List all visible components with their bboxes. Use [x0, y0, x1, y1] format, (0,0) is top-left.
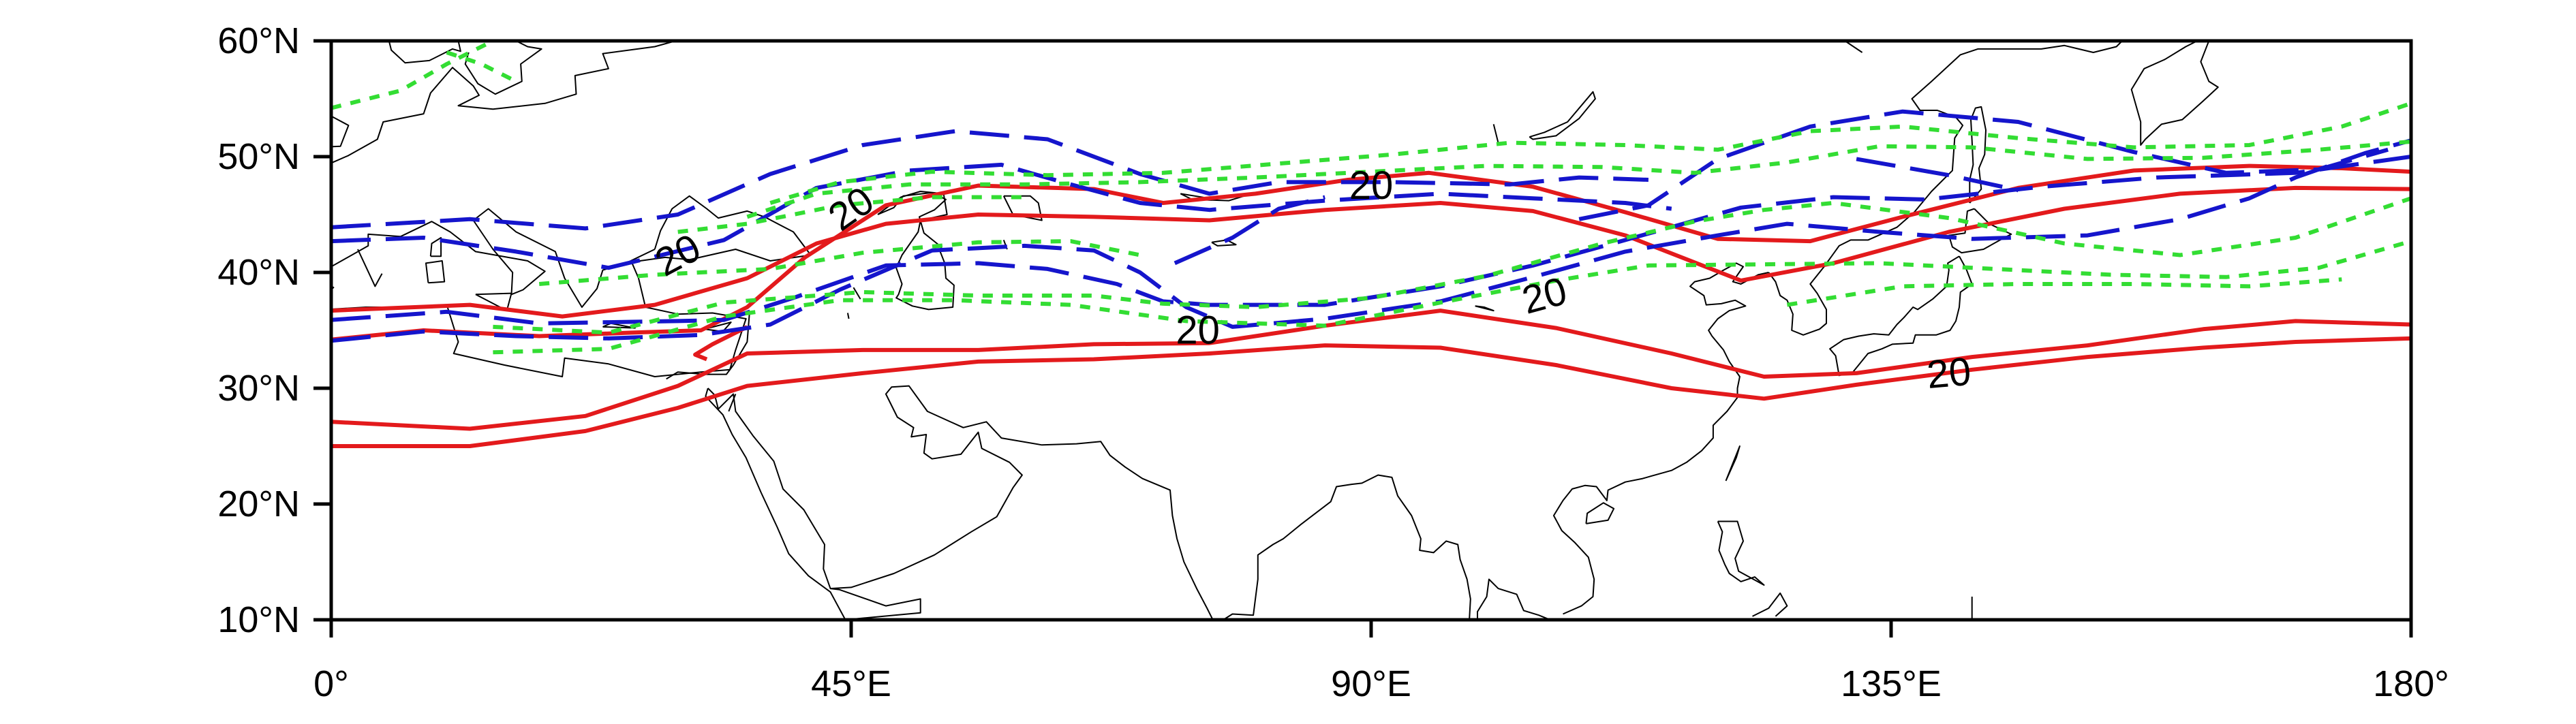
lake-outline — [846, 313, 850, 319]
coastline — [1844, 41, 1863, 53]
coastline — [666, 312, 750, 380]
contour-layer — [331, 41, 2411, 448]
contour-line-short-dash — [538, 239, 1141, 286]
lake-outline — [853, 287, 861, 300]
lake-outline — [1475, 305, 1494, 312]
contour-line-solid — [331, 309, 2411, 431]
lake-outline — [1002, 195, 1043, 221]
coastline — [464, 41, 542, 95]
y-tick-label: 40°N — [217, 252, 300, 293]
coastline — [388, 41, 461, 64]
contour-line-short-dash — [1786, 277, 2342, 307]
contour-line-long-dash — [331, 138, 2411, 343]
axis-layer: 0° 45°E 90°E 135°E 180° 60°N 50°N 40°N 30°N 20°N 1… — [217, 20, 2449, 704]
coastline — [1223, 474, 1471, 620]
coastline — [429, 237, 442, 257]
coastline — [1969, 106, 1987, 204]
contour-line-short-dash — [769, 101, 2411, 205]
coastline — [1725, 445, 1741, 482]
contour-line-solid — [331, 336, 2411, 448]
contour-line-long-dash — [331, 162, 1672, 270]
lake-outline — [1529, 91, 1596, 140]
contour-line-long-dash — [1856, 157, 2019, 193]
coastline — [1829, 255, 1973, 377]
contour-line-short-dash — [493, 239, 2411, 355]
contour-line-short-dash — [677, 195, 1025, 234]
contour-label: 20 — [1925, 349, 1973, 397]
coastline — [1585, 502, 1615, 524]
y-tick-label: 50°N — [217, 136, 300, 177]
y-tick-label: 10°N — [217, 599, 300, 640]
coastline — [1255, 619, 1257, 620]
contour-label: 20 — [1176, 309, 1220, 353]
lake-outline — [1211, 239, 1237, 247]
lake-outline — [1492, 124, 1499, 143]
contour-line-solid — [331, 185, 2411, 319]
contour-line-solid — [693, 325, 748, 362]
coastline — [602, 322, 636, 329]
contour-line-short-dash — [746, 139, 2411, 219]
coastline — [331, 208, 656, 308]
contour-line-short-dash — [446, 50, 517, 84]
x-tick-label: 45°E — [811, 663, 891, 704]
coastline — [728, 394, 737, 412]
coastline — [331, 41, 676, 164]
coastline — [704, 321, 732, 332]
contour-line-solid — [331, 163, 2411, 342]
coastline — [1717, 520, 1765, 586]
coastline — [331, 114, 350, 148]
coastline — [830, 385, 1214, 620]
contour-line-long-dash — [1578, 109, 2389, 221]
contour-line-long-dash — [331, 129, 1649, 231]
y-tick-label: 60°N — [217, 20, 300, 61]
x-tick-label: 135°E — [1841, 663, 1942, 704]
coastline — [1477, 578, 1551, 620]
contour-label: 20 — [1349, 163, 1394, 208]
coastline — [2130, 41, 2219, 146]
coastline — [425, 260, 446, 284]
coastline — [357, 249, 383, 287]
coastline-layer — [331, 41, 2301, 620]
coastline — [1768, 41, 2123, 336]
x-tick-label: 180° — [2373, 663, 2449, 704]
contour-line-long-dash — [331, 155, 2411, 326]
contour-line-long-dash — [1174, 195, 1325, 266]
y-tick-label: 30°N — [217, 368, 300, 409]
coastline — [705, 388, 921, 620]
x-tick-label: 90°E — [1331, 663, 1411, 704]
x-tick-label: 0° — [313, 663, 349, 704]
contour-line-short-dash — [493, 196, 2411, 335]
coastline — [475, 292, 512, 312]
coastline — [1752, 592, 1788, 617]
y-tick-label: 20°N — [217, 484, 300, 524]
